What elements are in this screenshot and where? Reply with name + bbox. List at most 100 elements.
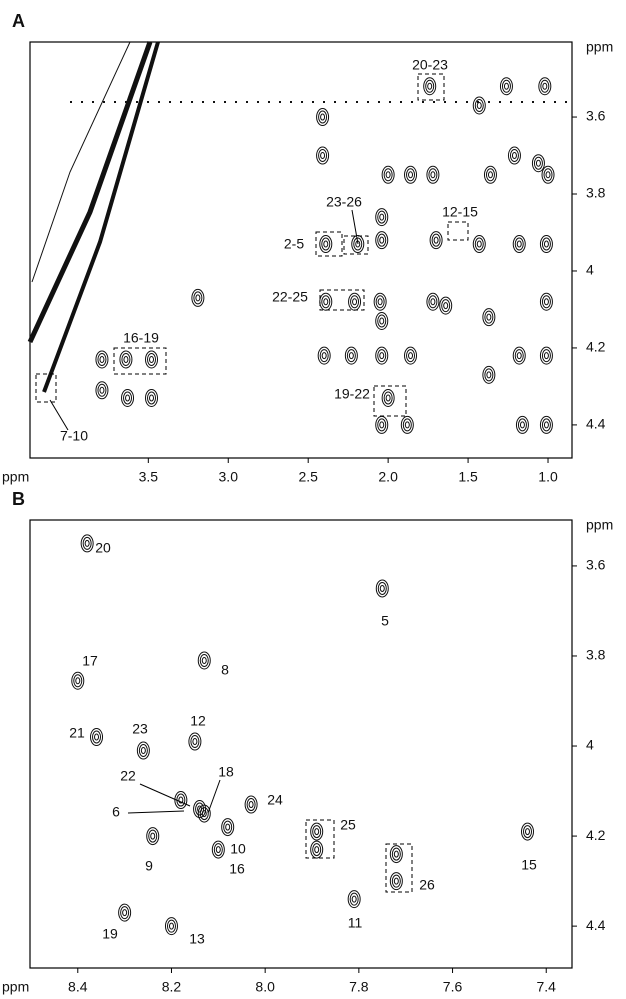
peak-contour (538, 77, 552, 96)
peak-contour (520, 822, 534, 841)
peak-contour (97, 383, 107, 397)
y-tick-label: 4.2 (586, 827, 606, 843)
peak (347, 890, 361, 909)
highlight-box (315, 231, 343, 257)
peak-annotation: 12-15 (442, 204, 478, 220)
peak-contour (321, 352, 327, 360)
peak-contour (197, 651, 211, 670)
peak (423, 77, 437, 96)
peak-contour (211, 840, 225, 859)
peak (121, 388, 135, 407)
peak-contour (174, 791, 188, 810)
x-axis-label: ppm (2, 469, 29, 485)
peak-contour (482, 365, 496, 384)
peak-contour (379, 213, 385, 221)
peak-contour (393, 850, 399, 858)
peak-contour (482, 308, 496, 327)
peak (375, 312, 389, 331)
x-tick-label: 2.0 (378, 469, 398, 485)
peak-contour (539, 415, 553, 434)
peak-contour (176, 793, 186, 807)
peak (541, 165, 555, 184)
peak-contour (316, 108, 330, 127)
y-tick-label: 4.4 (586, 917, 606, 933)
peak (146, 827, 160, 846)
peak-contour (389, 872, 403, 891)
peak-contour (533, 156, 543, 170)
peak-contour (318, 110, 328, 124)
peak (539, 415, 553, 434)
y-tick-label: 3.8 (586, 647, 606, 663)
peak-annotation: 9 (145, 858, 153, 874)
peak-contour (383, 391, 393, 405)
peak-contour (199, 653, 209, 667)
peak-contour (541, 295, 551, 309)
peak-contour (319, 349, 329, 363)
peak-contour (123, 391, 133, 405)
peak-contour (427, 82, 433, 90)
peak-contour (522, 825, 532, 839)
peak (482, 308, 496, 327)
peak (520, 822, 534, 841)
peak-contour (379, 236, 385, 244)
peak-contour (486, 371, 492, 379)
peak (375, 346, 389, 365)
peak-contour (352, 298, 358, 306)
peak-contour (223, 820, 233, 834)
leader-line (351, 209, 359, 245)
peak (515, 415, 529, 434)
highlight-box (447, 221, 469, 241)
peak-contour (430, 171, 436, 179)
peak-annotation: 18 (218, 764, 234, 780)
peak-contour (375, 295, 385, 309)
peak-contour (323, 240, 329, 248)
peak-contour (321, 237, 331, 251)
peak-contour (193, 800, 207, 819)
peak-contour (433, 236, 439, 244)
peak-contour (318, 149, 328, 163)
peak-contour (248, 801, 254, 809)
peak (197, 651, 211, 670)
peak-contour (543, 352, 549, 360)
peak-contour (320, 152, 326, 160)
x-tick-label: 7.8 (349, 979, 369, 995)
peak-contour (80, 534, 94, 553)
peak-contour (391, 874, 401, 888)
x-tick-label: 8.2 (162, 979, 182, 995)
peak-contour (516, 352, 522, 360)
peak-contour (472, 96, 486, 115)
peak (426, 165, 440, 184)
peak (512, 346, 526, 365)
peak-annotation: 6 (112, 804, 120, 820)
peak-contour (402, 418, 412, 432)
highlight-box (319, 289, 365, 311)
peak-contour (379, 421, 385, 429)
peak-contour (215, 846, 221, 854)
peak-contour (543, 240, 549, 248)
peak (211, 840, 225, 859)
peak-contour (164, 917, 178, 936)
y-tick-label: 3.6 (586, 557, 606, 573)
peak-contour (474, 98, 484, 112)
peak-annotation: 11 (348, 915, 363, 931)
peak-contour (118, 903, 132, 922)
peak-contour (429, 231, 443, 250)
peak-contour (483, 165, 497, 184)
peak-contour (423, 77, 437, 96)
peak-annotation: 19-22 (334, 386, 370, 402)
peak-contour (511, 152, 517, 160)
x-tick-label: 1.0 (538, 469, 558, 485)
peak-contour (201, 810, 207, 818)
peak-contour (476, 101, 482, 109)
peak-contour (99, 355, 105, 363)
peak-contour (84, 539, 90, 547)
highlight-box (385, 843, 413, 893)
x-tick-label: 8.0 (255, 979, 275, 995)
peak-contour (147, 352, 157, 366)
peak-contour (474, 237, 484, 251)
peak-annotation: 16-19 (123, 330, 159, 346)
peak-contour (377, 581, 387, 595)
diagonal (27, 41, 153, 344)
peak-contour (320, 113, 326, 121)
